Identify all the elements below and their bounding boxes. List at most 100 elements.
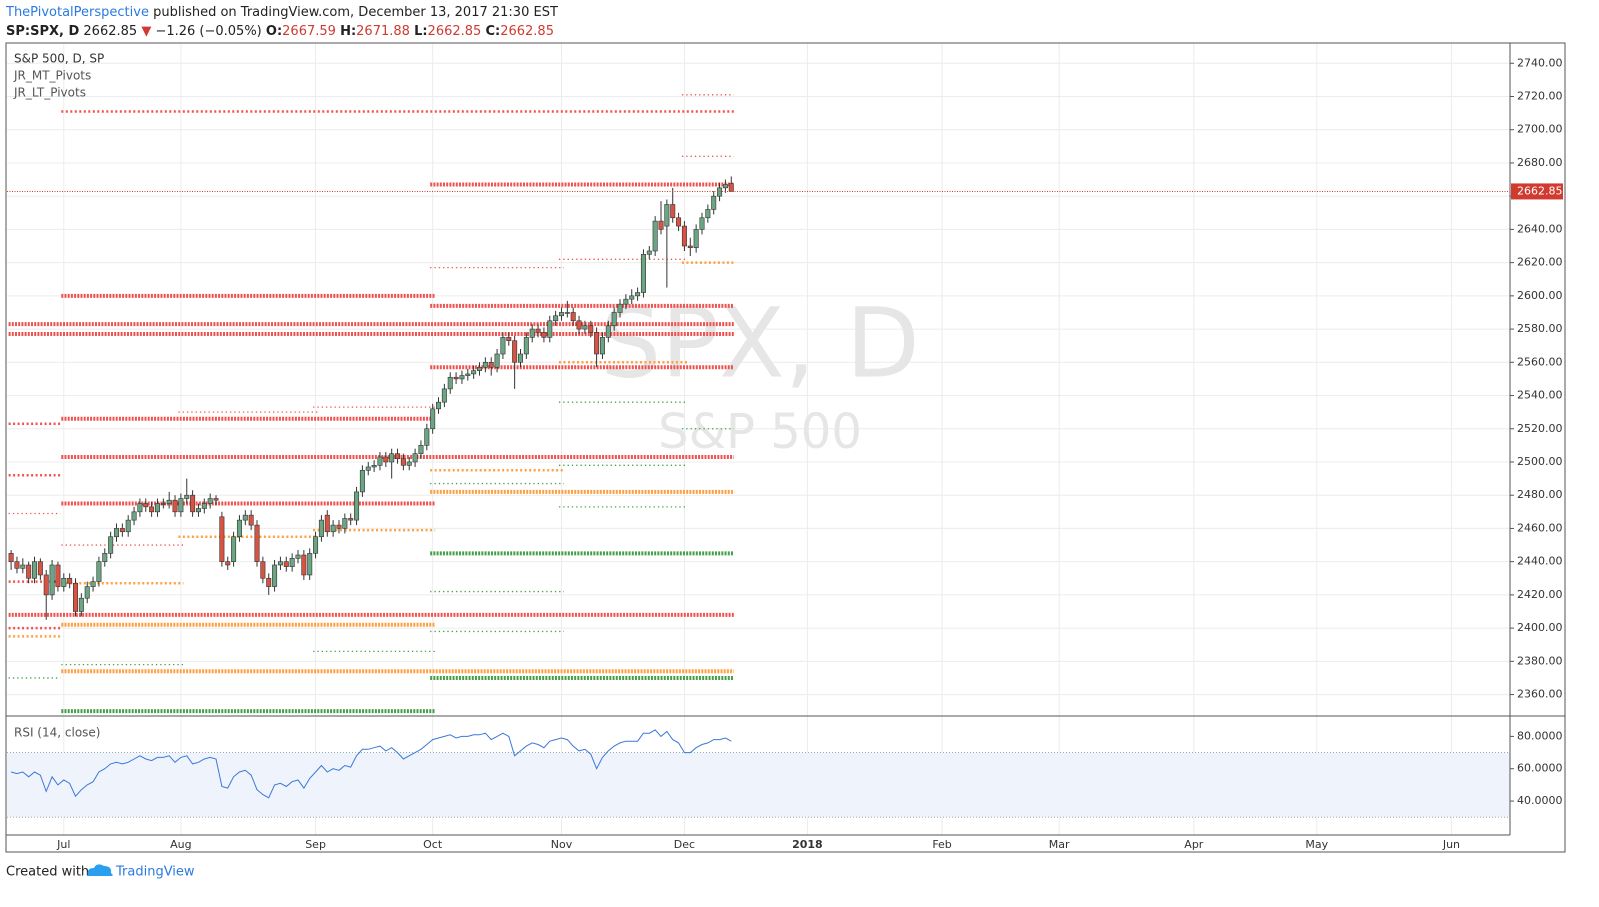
candle-body — [459, 375, 465, 380]
candle-body — [26, 564, 32, 579]
y-tick-label: 2460.00 — [1517, 521, 1563, 534]
price-label-bg — [1511, 183, 1563, 200]
candle-body — [465, 373, 471, 376]
candle-body — [348, 518, 354, 521]
y-tick-label: 2560.00 — [1517, 355, 1563, 368]
candle-body — [14, 561, 20, 569]
y-tick-label: 2420.00 — [1517, 588, 1563, 601]
candle-body — [582, 325, 588, 330]
candle-body — [629, 295, 635, 300]
candle-body — [260, 561, 266, 579]
l-label: L: — [414, 24, 428, 39]
x-tick-label: Feb — [932, 838, 951, 851]
legend-indicator[interactable]: JR_MT_Pivots — [13, 69, 91, 83]
candle-body — [558, 312, 564, 317]
candle-body — [646, 250, 652, 255]
candle-body — [342, 518, 348, 529]
candle-body — [389, 453, 395, 463]
watermark-title: SPX, D — [600, 287, 920, 399]
candle-body — [576, 320, 582, 330]
candle-body — [635, 292, 641, 297]
y-tick-label: 2580.00 — [1517, 322, 1563, 335]
candle-body — [506, 337, 512, 342]
candle-body — [365, 466, 371, 471]
candle-body — [658, 220, 664, 230]
candle-body — [705, 209, 711, 219]
candle-body — [529, 328, 535, 338]
candle-body — [570, 312, 576, 322]
candle-body — [336, 524, 342, 529]
header: ThePivotalPerspective published on Tradi… — [6, 3, 558, 41]
candle-body — [84, 586, 90, 599]
candle-body — [588, 325, 594, 333]
candle-body — [547, 320, 553, 338]
candle-body — [131, 511, 137, 521]
x-tick-label: Oct — [423, 838, 443, 851]
candle-body — [553, 315, 559, 322]
candle-body — [717, 187, 723, 197]
candle-body — [693, 229, 699, 248]
x-tick-label: Mar — [1049, 838, 1070, 851]
candle-body — [102, 553, 108, 562]
candle-body — [488, 362, 494, 368]
last-price: 2662.85 — [83, 24, 138, 39]
o-label: O: — [265, 24, 283, 39]
c-label: C: — [485, 24, 501, 39]
footer-brand[interactable]: TradingView — [115, 865, 195, 880]
candle-body — [8, 553, 14, 562]
candle-body — [108, 536, 114, 554]
candle-body — [611, 312, 617, 327]
y-tick-label: 2380.00 — [1517, 654, 1563, 667]
candle-body — [617, 303, 623, 313]
candle-body — [160, 503, 166, 505]
candle-body — [494, 353, 500, 368]
candle-body — [283, 561, 289, 567]
candle-body — [43, 574, 49, 596]
rsi-tick-label: 80.0000 — [1517, 729, 1563, 742]
candle-body — [406, 461, 412, 466]
candle-body — [195, 508, 201, 513]
candle-body — [225, 561, 231, 566]
y-tick-label: 2360.00 — [1517, 688, 1563, 701]
candle-body — [371, 465, 377, 468]
candle-body — [20, 564, 26, 569]
legend-indicator[interactable]: JR_LT_Pivots — [13, 86, 86, 100]
candle-body — [318, 519, 324, 538]
down-arrow: ▼ — [141, 24, 152, 39]
candle-body — [295, 554, 301, 559]
candle-body — [436, 401, 442, 410]
candle-body — [441, 388, 447, 403]
open-value: 2667.59 — [282, 24, 336, 39]
frame — [5, 42, 1566, 853]
y-tick-label: 2680.00 — [1517, 156, 1563, 169]
candle-body — [231, 536, 237, 562]
legend-series: S&P 500, D, SP — [14, 52, 104, 66]
x-tick-label: Jun — [1442, 838, 1460, 851]
candle-body — [377, 456, 383, 466]
y-tick-label: 2740.00 — [1517, 56, 1563, 69]
candle-body — [541, 332, 547, 338]
candle-body — [90, 581, 96, 587]
candle-body — [201, 503, 207, 509]
candle-body — [213, 498, 219, 501]
candle-body — [125, 519, 131, 533]
candle-body — [172, 499, 178, 513]
author-link[interactable]: ThePivotalPerspective — [6, 5, 149, 20]
candle-body — [330, 524, 336, 533]
candle-body — [512, 340, 518, 363]
candle-body — [477, 366, 483, 371]
candle-body — [149, 506, 155, 513]
candle-body — [307, 553, 313, 576]
candle-body — [711, 195, 717, 210]
candle-body — [681, 225, 687, 247]
candle-body — [236, 519, 242, 538]
candle-body — [687, 245, 693, 248]
watermark-subtitle: S&P 500 — [658, 404, 862, 460]
y-tick-label: 2480.00 — [1517, 488, 1563, 501]
y-tick-label: 2520.00 — [1517, 422, 1563, 435]
candle-body — [594, 332, 600, 355]
candle-body — [564, 312, 570, 314]
candle-body — [78, 597, 84, 612]
x-tick-label: May — [1305, 838, 1328, 851]
symbol: SP:SPX, D — [6, 24, 80, 39]
